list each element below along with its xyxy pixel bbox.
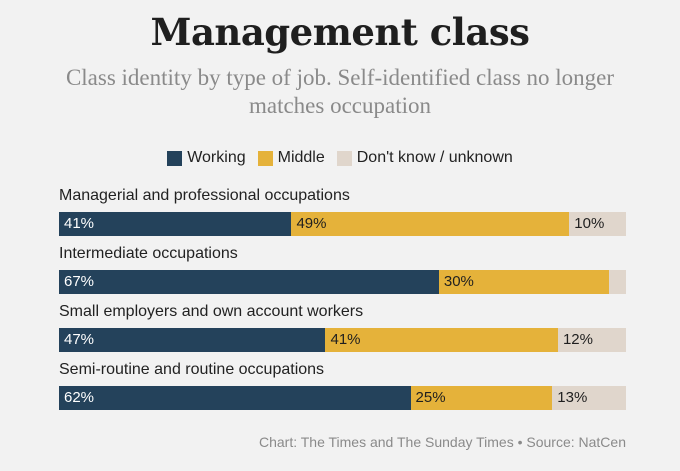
legend-item-working: Working bbox=[167, 149, 246, 167]
bar-segment-working: 62% bbox=[59, 386, 411, 410]
legend-label-working: Working bbox=[187, 149, 246, 166]
bar-segment-working: 41% bbox=[59, 212, 292, 236]
category-label: Managerial and professional occupations bbox=[59, 187, 350, 204]
chart-title: Management class bbox=[150, 10, 530, 54]
data-label: 12% bbox=[562, 331, 593, 348]
data-label: 67% bbox=[64, 273, 95, 290]
data-label: 41% bbox=[330, 331, 361, 348]
chart-source: Chart: The Times and The Sunday Times • … bbox=[258, 434, 626, 450]
category-label: Intermediate occupations bbox=[59, 245, 238, 262]
data-label: 30% bbox=[443, 273, 474, 290]
legend-item-middle: Middle bbox=[257, 149, 325, 167]
bar-segment-working: 67% bbox=[59, 270, 439, 294]
bar-segment-unknown: 13% bbox=[552, 386, 626, 410]
bar-segment-middle: 41% bbox=[325, 328, 558, 352]
bar-segment-unknown: 10% bbox=[569, 212, 626, 236]
legend: Working Middle Don't know / unknown bbox=[0, 149, 680, 167]
bar-segment-working: 47% bbox=[59, 328, 326, 352]
data-label: 62% bbox=[64, 389, 95, 406]
bar-row: 47% 41% 12% bbox=[59, 328, 626, 352]
data-label: 13% bbox=[557, 389, 588, 406]
data-label: 47% bbox=[64, 331, 95, 348]
data-label: 25% bbox=[415, 389, 446, 406]
bar-row: 67% 30% bbox=[59, 270, 626, 294]
bar-row: 41% 49% 10% bbox=[59, 212, 626, 236]
bar-segment-middle: 25% bbox=[410, 386, 553, 410]
bar-segment-unknown bbox=[608, 270, 626, 294]
legend-label-middle: Middle bbox=[277, 149, 325, 166]
data-label: 49% bbox=[296, 215, 327, 232]
legend-label-unknown: Don't know / unknown bbox=[356, 149, 513, 166]
bar-row: 62% 25% 13% bbox=[59, 386, 626, 410]
data-label: 10% bbox=[574, 215, 605, 232]
legend-swatch-middle bbox=[257, 150, 273, 166]
data-label: 41% bbox=[64, 215, 95, 232]
bar-segment-unknown: 12% bbox=[557, 328, 626, 352]
legend-swatch-working bbox=[167, 150, 183, 166]
bar-segment-middle: 30% bbox=[438, 270, 609, 294]
legend-swatch-unknown bbox=[336, 150, 352, 166]
legend-item-unknown: Don't know / unknown bbox=[336, 149, 513, 167]
chart-subtitle: Class identity by type of job. Self-iden… bbox=[65, 65, 615, 118]
category-label: Small employers and own account workers bbox=[59, 303, 364, 320]
bar-segment-middle: 49% bbox=[291, 212, 570, 236]
category-label: Semi-routine and routine occupations bbox=[59, 361, 325, 378]
